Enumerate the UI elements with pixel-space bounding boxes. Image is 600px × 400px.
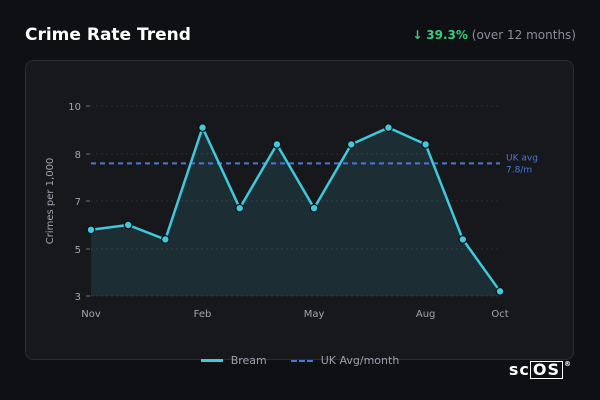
x-tick-label: Feb [194,309,212,320]
legend-item-reference[interactable]: UK Avg/month [290,354,400,367]
data-point-mar [235,203,245,213]
x-tick-label: May [304,309,325,320]
chart-card [25,60,574,360]
data-point-sep [458,234,468,244]
brand-logo: sc OS ® [509,360,572,379]
change-percent: 39.3% [426,28,468,42]
reference-value-label: 7.8/m [506,165,532,175]
brand-prefix: sc [508,360,530,379]
data-point-dec [123,220,133,230]
series-line [90,126,502,293]
brand-reg: ® [564,360,572,368]
legend-label-reference: UK Avg/month [320,354,400,367]
change-period: (over 12 months) [471,28,576,42]
data-point-oct [495,286,505,296]
data-point-feb [198,123,207,132]
x-tick-label: Aug [416,309,436,320]
x-tick-label: Nov [81,309,101,320]
data-point-nov [86,225,96,235]
legend-item-series[interactable]: Bream [200,354,267,367]
data-point-jul [384,123,393,132]
y-tick-label: 3 [75,292,81,303]
chart-legend: Bream UK Avg/month [0,354,600,367]
y-tick-label: 8 [75,150,81,161]
y-tick-label: 10 [68,102,81,113]
brand-boxed: OS [529,361,563,379]
change-indicator: ↓ 39.3% (over 12 months) [412,28,576,42]
data-point-may [309,203,319,213]
data-point-apr [272,139,282,149]
chart-title: Crime Rate Trend [25,25,191,45]
data-point-jun [346,139,356,149]
legend-swatch-dashed [290,359,313,362]
reference-label: UK avg [506,153,538,163]
series-area [91,127,500,296]
x-tick-label: Oct [491,309,508,320]
legend-swatch-solid [200,359,223,362]
data-point-aug [421,139,431,149]
legend-label-series: Bream [230,354,267,367]
data-point-jan [160,234,170,244]
down-arrow-icon: ↓ [412,28,423,42]
y-tick-label: 5 [75,245,81,256]
y-tick-label: 7 [75,197,81,208]
y-axis-label: Crimes per 1,000 [45,158,56,245]
